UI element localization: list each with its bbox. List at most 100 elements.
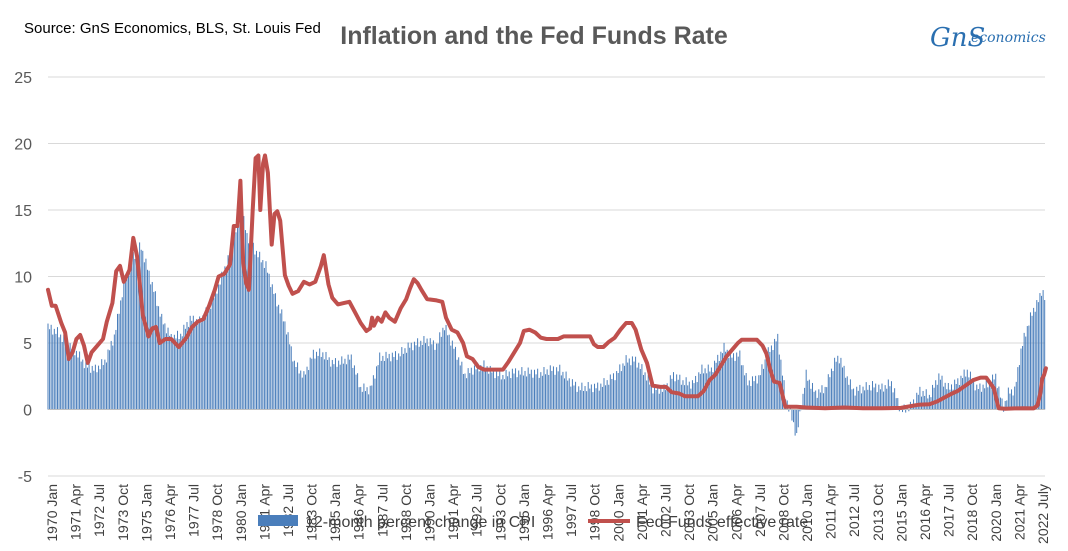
- cpi-bar: [625, 355, 627, 410]
- cpi-bar: [418, 346, 420, 410]
- cpi-bar: [838, 363, 840, 410]
- cpi-bar: [886, 388, 888, 410]
- cpi-bars: [47, 216, 1046, 436]
- cpi-bar: [284, 321, 286, 410]
- cpi-bar: [442, 327, 444, 410]
- legend: 12-month percent change in CPI Fed Funds…: [258, 514, 808, 531]
- cpi-bar: [286, 334, 288, 410]
- cpi-bar: [61, 341, 63, 410]
- cpi-bar: [745, 373, 747, 410]
- cpi-bar: [598, 390, 600, 410]
- cpi-bar: [701, 364, 703, 410]
- cpi-bar: [811, 382, 813, 410]
- y-tick-label: 10: [14, 270, 32, 287]
- cpi-bar: [600, 383, 602, 410]
- cpi-bar: [753, 381, 755, 410]
- cpi-bar: [658, 393, 660, 410]
- cpi-bar: [109, 350, 111, 410]
- cpi-bar: [240, 216, 242, 410]
- cpi-bar: [685, 377, 687, 410]
- cpi-bar: [308, 370, 310, 410]
- cpi-bar: [331, 359, 333, 410]
- cpi-bar: [243, 216, 245, 410]
- cpi-bar: [843, 365, 845, 410]
- cpi-bar: [238, 224, 240, 410]
- cpi-bar: [624, 365, 626, 410]
- cpi-bar: [352, 367, 354, 410]
- cpi-bar: [278, 304, 280, 410]
- cpi-bar: [965, 376, 967, 410]
- cpi-bar: [526, 376, 528, 410]
- cpi-bar: [492, 368, 494, 410]
- cpi-bar: [194, 325, 196, 410]
- cpi-bar: [107, 349, 109, 410]
- cpi-bar: [592, 392, 594, 410]
- cpi-bar: [314, 358, 316, 410]
- cpi-bar: [834, 357, 836, 410]
- cpi-bar: [557, 371, 559, 410]
- cpi-bar: [462, 374, 464, 410]
- cpi-bar: [473, 365, 475, 410]
- cpi-bar: [680, 384, 682, 410]
- cpi-bar: [164, 323, 166, 410]
- x-tick-label: 1980 Jan: [233, 484, 249, 542]
- cpi-bar: [94, 364, 96, 410]
- y-tick-label: 15: [14, 203, 32, 220]
- cpi-bar: [71, 349, 73, 410]
- cpi-bar: [154, 291, 156, 410]
- cpi-bar: [810, 388, 812, 410]
- cpi-bar: [529, 373, 531, 410]
- cpi-bar: [1042, 290, 1044, 410]
- cpi-bar: [478, 371, 480, 410]
- cpi-bar: [999, 397, 1001, 410]
- cpi-bar: [257, 257, 259, 410]
- cpi-bar: [853, 388, 855, 410]
- cpi-bar: [530, 369, 532, 410]
- cpi-bar: [533, 369, 535, 410]
- cpi-bar: [597, 382, 599, 410]
- cpi-bar: [306, 366, 308, 410]
- cpi-bar: [824, 386, 826, 410]
- cpi-bar: [491, 372, 493, 410]
- cpi-bar: [241, 217, 243, 410]
- cpi-bar: [85, 361, 87, 410]
- cpi-bar: [52, 334, 54, 410]
- cpi-bar: [979, 383, 981, 410]
- cpi-bar: [98, 365, 100, 410]
- cpi-bar: [545, 374, 547, 410]
- cpi-bar: [221, 271, 223, 410]
- cpi-bar: [537, 368, 539, 410]
- cpi-bar: [347, 354, 349, 410]
- cpi-bar: [172, 342, 174, 410]
- cpi-bar: [74, 355, 76, 410]
- cpi-bar: [432, 340, 434, 410]
- cpi-bar: [485, 369, 487, 410]
- cpi-bar: [982, 384, 984, 410]
- cpi-bar: [225, 268, 227, 410]
- cpi-bar: [548, 374, 550, 410]
- cpi-bar: [573, 385, 575, 410]
- cpi-bar: [815, 390, 817, 410]
- cpi-bar: [303, 371, 305, 410]
- cpi-bar: [402, 353, 404, 410]
- cpi-bar: [646, 380, 648, 410]
- cpi-bar: [562, 371, 564, 410]
- cpi-bar: [398, 353, 400, 410]
- cpi-bar: [421, 344, 423, 410]
- cpi-bar: [854, 395, 856, 410]
- cpi-bar: [445, 324, 447, 410]
- cpi-bar: [199, 316, 201, 410]
- cpi-bar: [718, 361, 720, 410]
- cpi-bar: [606, 380, 608, 410]
- cpi-bar: [361, 391, 363, 410]
- cpi-bar: [216, 293, 218, 410]
- cpi-bar: [197, 323, 199, 410]
- gns-logo: GnS economics: [930, 23, 1046, 53]
- cpi-bar: [410, 342, 412, 410]
- cpi-bar: [170, 334, 172, 410]
- cpi-bar: [263, 267, 265, 410]
- cpi-bar: [443, 330, 445, 410]
- cpi-bar: [802, 393, 804, 410]
- cpi-bar: [872, 381, 874, 410]
- cpi-bar: [887, 379, 889, 410]
